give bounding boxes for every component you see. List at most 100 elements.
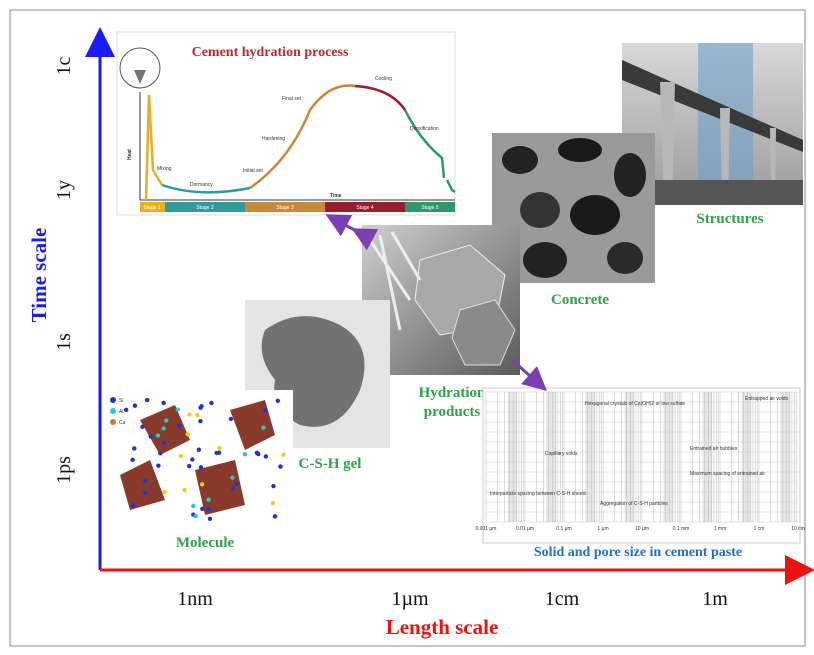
- atom: [140, 425, 144, 429]
- atom: [198, 419, 202, 423]
- atom: [198, 405, 202, 409]
- atom: [243, 452, 247, 456]
- atom: [207, 507, 211, 511]
- pore-x-label: 10 µm: [635, 526, 649, 532]
- pore-label: Hexagonal crystals of Ca(OH)2 or low sul…: [585, 401, 685, 407]
- atom: [261, 425, 265, 429]
- atom: [199, 465, 203, 469]
- caption: Structures: [696, 211, 763, 227]
- atom: [230, 475, 234, 479]
- x-label: 1µm: [391, 588, 429, 610]
- atom: [217, 451, 221, 455]
- pore-x-label: 0.1 µm: [556, 526, 571, 532]
- y-label: 1ps: [53, 456, 75, 484]
- pore-x-label: 0.1 mm: [673, 526, 690, 532]
- atom: [271, 484, 275, 488]
- panel-title: Cement hydration process: [192, 45, 349, 60]
- y-axis-title: Time scale: [27, 228, 51, 323]
- atom: [156, 463, 160, 467]
- y-label: 1c: [53, 56, 75, 75]
- aggregate: [520, 192, 560, 228]
- atom: [187, 412, 191, 416]
- atom: [195, 413, 199, 417]
- band: [546, 392, 556, 522]
- phase-label: Dormancy: [190, 182, 213, 188]
- caption: C-S-H gel: [299, 456, 362, 472]
- caption: Solid and pore size in cement paste: [534, 545, 742, 560]
- atom: [217, 446, 221, 450]
- x-label: 1cm: [545, 588, 580, 610]
- atom: [191, 504, 195, 508]
- atom: [161, 426, 165, 430]
- pore-x-label: 1 µm: [597, 526, 608, 532]
- atom: [156, 433, 160, 437]
- atom: [179, 454, 183, 458]
- pore-label: Interparticle spacing between C-S-H shee…: [490, 491, 587, 497]
- aggregate: [558, 138, 602, 162]
- atom: [161, 401, 165, 405]
- atom: [206, 497, 210, 501]
- atom: [124, 408, 128, 412]
- atom: [187, 464, 191, 468]
- atom: [145, 398, 149, 402]
- atom: [130, 458, 134, 462]
- atom: [281, 453, 285, 457]
- atom: [208, 517, 212, 521]
- atom: [200, 482, 204, 486]
- stage-label: Stage 5: [421, 205, 438, 211]
- band: [780, 392, 790, 522]
- aggregate: [614, 153, 646, 197]
- caption: Hydration: [419, 385, 486, 401]
- pore-x-label: 0.001 µm: [476, 526, 497, 532]
- pore-x-label: 1 cm: [754, 526, 765, 532]
- pore-label: Aggregation of C-S-H particles: [600, 501, 668, 507]
- phase-label: Cooling: [375, 76, 392, 82]
- caption: Molecule: [176, 535, 235, 551]
- caption: products: [424, 404, 481, 420]
- atom: [200, 507, 204, 511]
- atom: [158, 451, 162, 455]
- y-label: 1y: [53, 180, 75, 200]
- y-label: 1s: [53, 333, 75, 351]
- pore-x-label: 1 mm: [714, 526, 727, 532]
- stage-label: Stage 3: [276, 205, 293, 211]
- figure: Time scale Length scale 1c 1y 1s 1ps 1nm…: [0, 0, 814, 655]
- atom: [209, 401, 213, 405]
- phase-label: Densification: [410, 126, 439, 132]
- pore-label: Entrained air bubbles: [690, 446, 738, 452]
- pore-label: Entrapped air voids: [745, 396, 789, 402]
- pore-x-label: 10 cm: [791, 526, 805, 532]
- pore-label: Maximum spacing of entrained air: [690, 471, 765, 477]
- pore-label: Capillary voids: [545, 451, 578, 457]
- phase-label: Hardening: [262, 136, 285, 142]
- stage-label: Stage 4: [356, 205, 373, 211]
- aggregate: [502, 146, 538, 174]
- event-label: Final set: [282, 96, 302, 102]
- atom: [197, 448, 201, 452]
- x-label: 1m: [702, 588, 728, 610]
- atom: [110, 419, 116, 425]
- atom: [264, 454, 268, 458]
- atom: [276, 399, 280, 403]
- atom: [182, 488, 186, 492]
- x-axis-title: Length scale: [386, 615, 499, 639]
- band: [702, 392, 712, 522]
- atom: [143, 491, 147, 495]
- atom: [263, 408, 267, 412]
- atom: [176, 407, 180, 411]
- legend-label: Ca: [119, 420, 126, 426]
- atom: [149, 434, 153, 438]
- aggregate: [523, 242, 567, 278]
- phase-label: Mixing: [157, 166, 172, 172]
- aggregate: [607, 242, 643, 274]
- atom: [190, 457, 194, 461]
- atom: [278, 464, 282, 468]
- atom: [164, 418, 168, 422]
- band: [585, 392, 595, 522]
- panel: [483, 388, 800, 543]
- aggregate: [570, 195, 620, 235]
- atom: [255, 451, 259, 455]
- atom: [177, 424, 181, 428]
- atom: [162, 490, 166, 494]
